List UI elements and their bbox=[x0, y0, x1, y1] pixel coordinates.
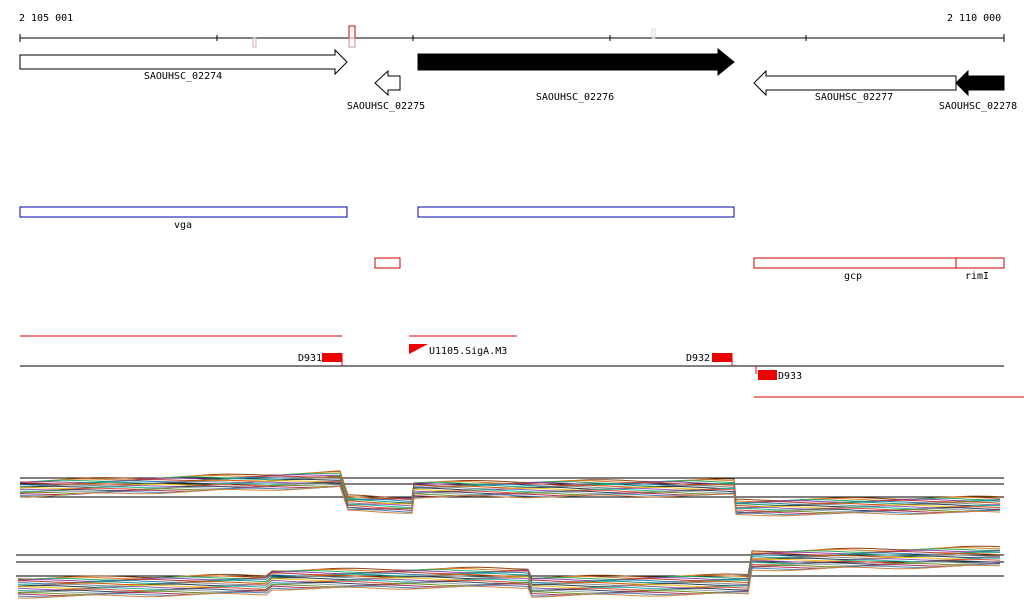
gene-arrow-saouhsc-02274[interactable] bbox=[19, 48, 348, 76]
gene-label-saouhsc-02277: SAOUHSC_02277 bbox=[815, 92, 893, 103]
gene-label-saouhsc-02275: SAOUHSC_02275 bbox=[347, 101, 425, 112]
expression-profile-line bbox=[17, 562, 1001, 597]
site-marker-d931[interactable] bbox=[322, 353, 342, 362]
site-marker-d933[interactable] bbox=[758, 370, 777, 380]
gene-label-saouhsc-02276: SAOUHSC_02276 bbox=[536, 92, 614, 103]
ruler-start-label: 2 105 001 bbox=[19, 13, 74, 24]
site-label-d932: D932 bbox=[686, 353, 710, 364]
site-label-u1105: U1105.SigA.M3 bbox=[429, 346, 507, 357]
site-label-d933: D933 bbox=[778, 371, 802, 382]
expression-profile-line bbox=[17, 562, 1001, 595]
annotation-box-unlabeled[interactable] bbox=[417, 206, 735, 218]
site-label-d931: D931 bbox=[298, 353, 322, 364]
annotation-box-small[interactable] bbox=[374, 257, 401, 269]
annotation-label-rimi: rimI bbox=[965, 271, 989, 282]
annotation-label-vga: vga bbox=[174, 220, 192, 231]
expression-track-top bbox=[19, 470, 1004, 517]
ruler-end-label: 2 110 000 bbox=[947, 13, 1002, 24]
annotation-track-blue: vga bbox=[19, 206, 735, 231]
expression-profile-line bbox=[19, 485, 1001, 517]
gene-arrow-saouhsc-02276[interactable] bbox=[417, 47, 735, 77]
expression-profile-line bbox=[17, 564, 1001, 599]
gene-arrow-saouhsc-02277[interactable] bbox=[753, 69, 957, 97]
gene-label-saouhsc-02278: SAOUHSC_02278 bbox=[939, 101, 1017, 112]
sites-track: D931 U1105.SigA.M3 D932 D933 bbox=[20, 335, 1024, 398]
annotation-box-vga[interactable] bbox=[19, 206, 348, 218]
annotation-box-gcp[interactable] bbox=[753, 257, 957, 269]
annotation-box-rimi[interactable] bbox=[955, 257, 1005, 269]
gene-track: SAOUHSC_02274 SAOUHSC_02275 SAOUHSC_0227… bbox=[19, 47, 1017, 112]
site-flag-u1105[interactable] bbox=[409, 344, 428, 366]
site-marker-d932[interactable] bbox=[712, 353, 732, 362]
annotation-track-red: gcp rimI bbox=[374, 257, 1005, 282]
coordinate-ruler bbox=[19, 25, 1005, 48]
gene-label-saouhsc-02274: SAOUHSC_02274 bbox=[144, 71, 222, 82]
expression-track-bottom bbox=[16, 545, 1004, 599]
gene-arrow-saouhsc-02275[interactable] bbox=[374, 69, 401, 97]
annotation-label-gcp: gcp bbox=[844, 271, 862, 282]
gene-arrow-saouhsc-02278[interactable] bbox=[955, 69, 1005, 97]
